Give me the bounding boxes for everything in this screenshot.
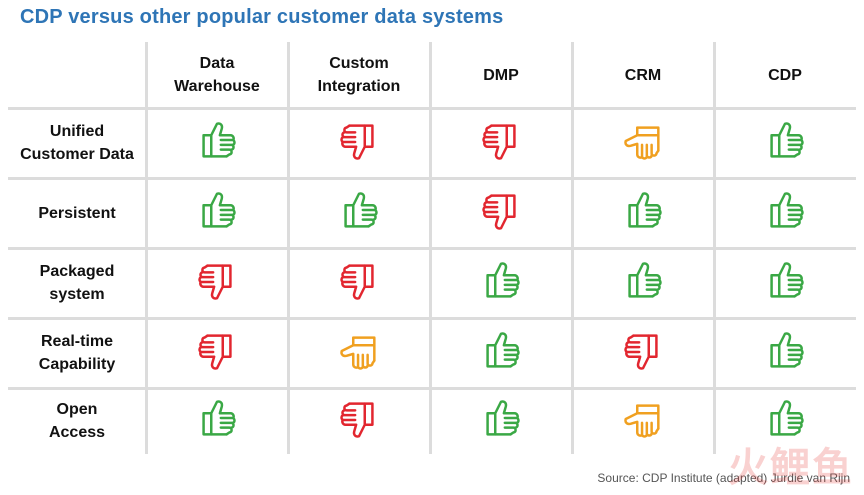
- rating-cell: [714, 248, 856, 318]
- thumbs-down-icon: [336, 118, 382, 169]
- rating-cell: [430, 178, 572, 248]
- row-divider: [8, 387, 856, 390]
- rating-cell: [146, 108, 288, 178]
- rating-cell: [288, 388, 430, 454]
- rating-cell: [714, 108, 856, 178]
- rating-cell: [572, 108, 714, 178]
- rating-cell: [572, 178, 714, 248]
- thumbs-up-icon: [478, 396, 524, 447]
- thumbs-up-icon: [194, 396, 240, 447]
- thumbs-up-icon: [478, 258, 524, 309]
- row-header: Open Access: [48, 401, 106, 441]
- thumbs-down-icon: [336, 396, 382, 447]
- thumbs-up-icon: [620, 188, 666, 239]
- thumbs-up-icon: [762, 258, 808, 309]
- rating-cell: [288, 108, 430, 178]
- rating-cell: [430, 318, 572, 388]
- rating-cell: [714, 178, 856, 248]
- rating-cell: [288, 318, 430, 388]
- thumbs-sideways-icon: [620, 118, 666, 169]
- rating-cell: [572, 248, 714, 318]
- thumbs-up-icon: [762, 396, 808, 447]
- column-header: CRM: [624, 66, 662, 84]
- row-divider: [8, 107, 856, 110]
- thumbs-sideways-icon: [620, 396, 666, 447]
- thumbs-down-icon: [478, 188, 524, 239]
- rating-cell: [714, 388, 856, 454]
- source-caption: Source: CDP Institute (adapted) Jurdie v…: [597, 471, 850, 485]
- rating-cell: [572, 388, 714, 454]
- rating-cell: [146, 178, 288, 248]
- column-header: Custom Integration: [317, 55, 401, 95]
- column-divider: [429, 42, 432, 454]
- rating-cell: [572, 318, 714, 388]
- row-divider: [8, 317, 856, 320]
- rating-cell: [714, 318, 856, 388]
- rating-cell: [430, 248, 572, 318]
- thumbs-up-icon: [762, 118, 808, 169]
- column-header: DMP: [483, 66, 519, 84]
- column-divider: [287, 42, 290, 454]
- thumbs-up-icon: [762, 188, 808, 239]
- thumbs-down-icon: [478, 118, 524, 169]
- thumbs-up-icon: [194, 118, 240, 169]
- row-header: Persistent: [38, 204, 116, 222]
- column-divider: [713, 42, 716, 454]
- thumbs-up-icon: [194, 188, 240, 239]
- thumbs-up-icon: [478, 328, 524, 379]
- column-divider: [145, 42, 148, 454]
- rating-cell: [288, 178, 430, 248]
- thumbs-up-icon: [620, 258, 666, 309]
- thumbs-down-icon: [620, 328, 666, 379]
- rating-cell: [146, 318, 288, 388]
- column-header: Data Warehouse: [174, 55, 260, 95]
- thumbs-down-icon: [336, 258, 382, 309]
- thumbs-down-icon: [194, 258, 240, 309]
- column-header: CDP: [768, 66, 802, 84]
- rating-cell: [146, 248, 288, 318]
- row-divider: [8, 247, 856, 250]
- thumbs-down-icon: [194, 328, 240, 379]
- row-divider: [8, 177, 856, 180]
- rating-cell: [146, 388, 288, 454]
- comparison-table: Data Warehouse Custom Integration DMP CRM CD…: [8, 42, 856, 454]
- watermark-logo: 火鲤鱼: [728, 445, 854, 491]
- thumbs-up-icon: [336, 188, 382, 239]
- row-header: Real-time Capability: [38, 333, 116, 373]
- rating-cell: [430, 108, 572, 178]
- rating-cell: [430, 388, 572, 454]
- column-divider: [571, 42, 574, 454]
- row-header: Packaged system: [39, 263, 115, 303]
- row-header: Unified Customer Data: [20, 123, 134, 163]
- page-title: CDP versus other popular customer data s…: [20, 6, 504, 28]
- thumbs-sideways-icon: [336, 328, 382, 379]
- thumbs-up-icon: [762, 328, 808, 379]
- rating-cell: [288, 248, 430, 318]
